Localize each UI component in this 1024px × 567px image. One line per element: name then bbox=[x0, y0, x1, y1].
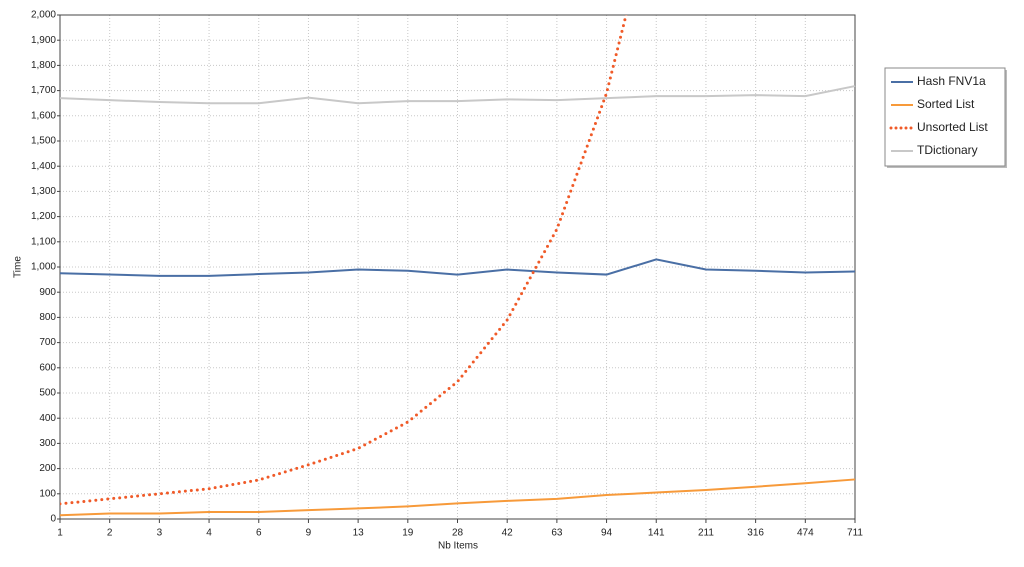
y-tick-label: 400 bbox=[39, 413, 56, 424]
y-tick-label: 1,100 bbox=[31, 236, 56, 247]
y-tick-label: 1,500 bbox=[31, 136, 56, 147]
x-tick-label: 4 bbox=[206, 528, 212, 539]
y-axis-label: Time bbox=[13, 256, 24, 278]
legend-label: Sorted List bbox=[917, 97, 975, 111]
series-line bbox=[60, 478, 856, 517]
x-tick-label: 316 bbox=[747, 528, 764, 539]
x-tick-label: 6 bbox=[256, 528, 262, 539]
y-tick-label: 700 bbox=[39, 337, 56, 348]
y-tick-label: 900 bbox=[39, 287, 56, 298]
y-tick-label: 1,900 bbox=[31, 35, 56, 46]
y-tick-label: 1,200 bbox=[31, 211, 56, 222]
y-tick-label: 800 bbox=[39, 312, 56, 323]
x-tick-label: 211 bbox=[698, 528, 714, 539]
y-tick-label: 100 bbox=[39, 488, 56, 499]
y-tick-label: 1,300 bbox=[31, 186, 56, 197]
y-tick-label: 500 bbox=[39, 388, 56, 399]
x-tick-label: 13 bbox=[353, 528, 365, 539]
x-tick-label: 474 bbox=[797, 528, 814, 539]
series-line bbox=[60, 15, 628, 506]
plot-area bbox=[60, 15, 856, 517]
y-tick-label: 200 bbox=[39, 463, 56, 474]
y-tick-label: 1,700 bbox=[31, 85, 56, 96]
plot-frame bbox=[59, 14, 856, 520]
legend-box bbox=[884, 67, 1006, 167]
legend-label: Hash FNV1a bbox=[917, 74, 986, 88]
y-tick-label: 1,400 bbox=[31, 161, 56, 172]
x-tick-label: 28 bbox=[452, 528, 464, 539]
x-tick-label: 3 bbox=[157, 528, 163, 539]
legend-label: Unsorted List bbox=[917, 120, 988, 134]
x-tick-label: 19 bbox=[402, 528, 414, 539]
x-tick-label: 94 bbox=[601, 528, 613, 539]
y-tick-label: 1,000 bbox=[31, 262, 56, 273]
y-tick-label: 0 bbox=[50, 514, 56, 525]
y-tick-label: 300 bbox=[39, 438, 56, 449]
x-axis-label: Nb Items bbox=[438, 541, 478, 552]
y-tick-label: 2,000 bbox=[31, 10, 56, 21]
series-line bbox=[60, 258, 856, 277]
x-tick-label: 711 bbox=[847, 528, 863, 539]
series-line bbox=[60, 85, 856, 105]
x-tick-label: 42 bbox=[502, 528, 514, 539]
legend-label: TDictionary bbox=[917, 143, 978, 157]
x-tick-label: 141 bbox=[648, 528, 665, 539]
y-tick-label: 1,600 bbox=[31, 110, 56, 121]
x-tick-label: 9 bbox=[306, 528, 312, 539]
x-tick-label: 2 bbox=[107, 528, 113, 539]
y-tick-label: 600 bbox=[39, 362, 56, 373]
x-tick-label: 63 bbox=[551, 528, 563, 539]
x-tick-label: 1 bbox=[57, 528, 63, 539]
y-tick-label: 1,800 bbox=[31, 60, 56, 71]
